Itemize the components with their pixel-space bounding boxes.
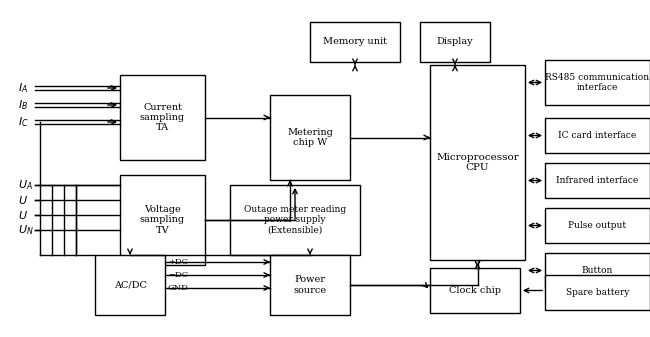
Text: $U_{A}$: $U_{A}$ (18, 178, 33, 192)
Bar (120, 75, 205, 160)
Bar (420, 22, 490, 62)
Text: Clock chip: Clock chip (449, 286, 501, 295)
Text: $U$: $U$ (18, 209, 28, 221)
Text: Infrared interface: Infrared interface (556, 176, 638, 185)
Text: Current
sampling
TA: Current sampling TA (140, 102, 185, 132)
Text: $I_{B}$: $I_{B}$ (18, 98, 28, 112)
Bar (270, 255, 350, 315)
Bar (120, 175, 205, 265)
Bar (545, 208, 650, 243)
Text: Outage meter reading
power supply
(Extensible): Outage meter reading power supply (Exten… (244, 205, 346, 235)
Text: $U$: $U$ (18, 194, 28, 206)
Text: RS485 communication
interface: RS485 communication interface (545, 73, 649, 92)
Bar (430, 65, 525, 260)
Text: Display: Display (437, 37, 473, 47)
Bar (270, 95, 350, 180)
Text: $I_{A}$: $I_{A}$ (18, 81, 28, 95)
Text: GND: GND (168, 284, 189, 292)
Bar (95, 255, 165, 315)
Text: Microprocessor
CPU: Microprocessor CPU (436, 153, 519, 172)
Text: Power
source: Power source (293, 275, 326, 295)
Text: Pulse output: Pulse output (569, 221, 627, 230)
Text: $U_{N}$: $U_{N}$ (18, 223, 34, 237)
Text: Spare battery: Spare battery (566, 288, 629, 297)
Bar (545, 163, 650, 198)
Text: AC/DC: AC/DC (114, 280, 146, 289)
Text: $I_{C}$: $I_{C}$ (18, 115, 29, 129)
Bar (430, 268, 520, 313)
Bar (545, 253, 650, 288)
Bar (545, 118, 650, 153)
Text: −DC: −DC (168, 271, 188, 279)
Bar (545, 275, 650, 310)
Bar (310, 22, 400, 62)
Text: Metering
chip W: Metering chip W (287, 128, 333, 147)
Bar (230, 185, 360, 255)
Text: +DC: +DC (168, 258, 188, 266)
Bar (545, 60, 650, 105)
Text: Voltage
sampling
TV: Voltage sampling TV (140, 205, 185, 235)
Text: IC card interface: IC card interface (558, 131, 636, 140)
Text: Button: Button (582, 266, 613, 275)
Text: Memory unit: Memory unit (323, 37, 387, 47)
